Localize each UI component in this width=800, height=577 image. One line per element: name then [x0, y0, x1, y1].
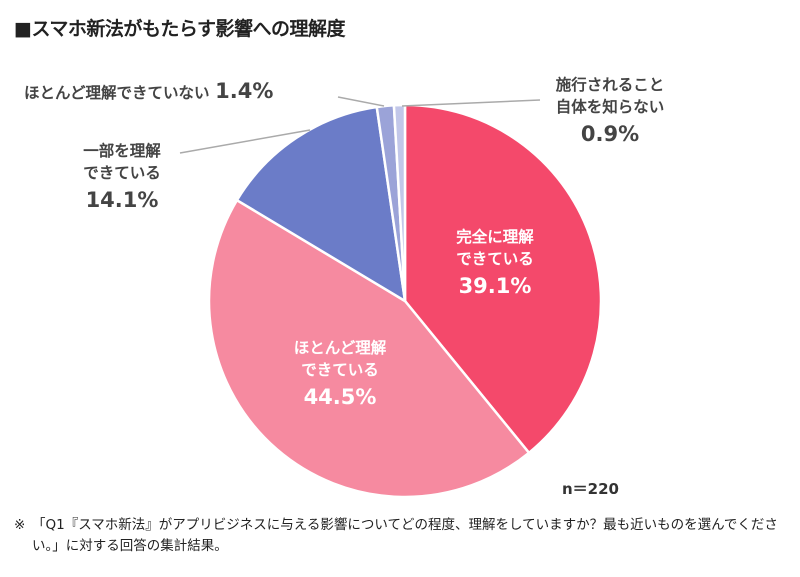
label-fully-understand: 完全に理解 できている 39.1% [430, 226, 560, 301]
slice-label: できている [83, 164, 161, 183]
data-label: 14.1% [85, 187, 159, 212]
slice-label: 施行されること [555, 76, 665, 94]
slice-label: ほとんど理解 [293, 339, 387, 357]
slice-label: できている [456, 250, 534, 269]
leader-line-partial [179, 129, 311, 154]
leader-line-unaware [401, 99, 541, 107]
slice-label: ほとんど理解できていない [24, 84, 210, 102]
data-label: 0.9% [580, 121, 640, 146]
pie-slice-1 [207, 198, 531, 499]
data-label: 44.5% [303, 384, 377, 409]
label-barely-understand: ほとんど理解できていない 1.4% [24, 76, 273, 106]
slice-label: 自体を知らない [555, 98, 665, 117]
pie-slice-2 [235, 105, 407, 304]
footnote: ※ 「Q1『スマホ新法』がアプリビジネスに与える影響についてどの程度、理解をして… [14, 515, 794, 557]
sample-size: n＝220 [562, 480, 619, 498]
slice-label: 一部を理解 [83, 142, 161, 160]
note-text: 「Q1『スマホ新法』がアプリビジネスに与える影響についてどの程度、理解をしていま… [32, 517, 778, 554]
pie-slice-4 [392, 103, 407, 302]
note-mark: ※ [14, 517, 26, 533]
data-label: 1.4% [215, 79, 274, 103]
leader-line-barely [337, 96, 385, 107]
slice-label: 完全に理解 [456, 228, 534, 246]
label-unaware: 施行されること 自体を知らない 0.9% [540, 74, 680, 149]
slice-label: できている [301, 361, 379, 380]
data-label: 39.1% [458, 273, 532, 298]
chart-title: ■スマホ新法がもたらす影響への理解度 [14, 18, 346, 40]
pie-slice-0 [403, 103, 603, 455]
label-partially-understand: 一部を理解 できている 14.1% [62, 140, 182, 215]
label-mostly-understand: ほとんど理解 できている 44.5% [270, 337, 410, 412]
